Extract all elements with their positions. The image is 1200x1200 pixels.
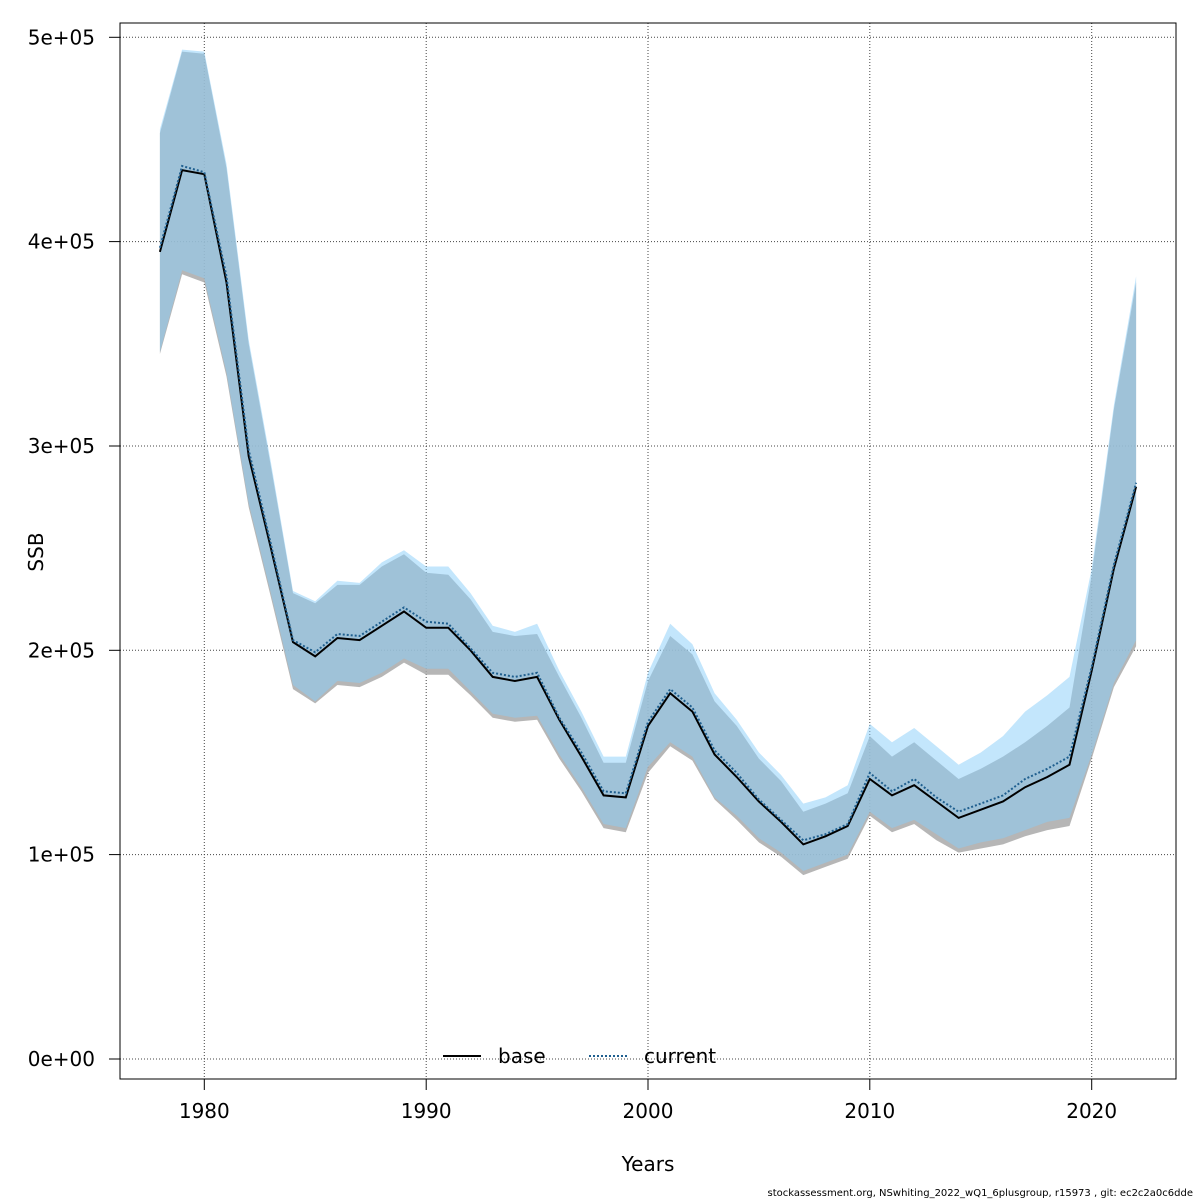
x-tick-label: 1980 [179,1099,230,1123]
x-axis-title: Years [621,1152,675,1176]
y-tick-label: 3e+05 [28,434,95,458]
axes: 1980 1990 2000 2010 2020 0e+00 1e+05 2e+05 3e+05… [28,25,1117,1123]
x-tick-label: 1990 [401,1099,452,1123]
y-tick-label: 4e+05 [28,230,95,254]
footer-text: stockassessment.org, NSwhiting_2022_wQ1_… [767,1188,1193,1199]
confidence-band-current [159,49,1137,872]
x-tick-label: 2000 [623,1099,674,1123]
y-axis-title: SSB [24,532,48,571]
y-tick-label: 5e+05 [28,25,95,49]
x-tick-label: 2020 [1066,1099,1117,1123]
y-tick-label: 2e+05 [28,638,95,662]
grid [120,23,1176,1079]
legend-label-base: base [498,1044,546,1068]
series-line-base [158,168,1138,846]
x-tick-label: 2010 [844,1099,895,1123]
y-tick-label: 0e+00 [28,1047,95,1071]
legend-label-current: current [644,1044,716,1068]
series-lines [158,164,1138,846]
confidence-bands [159,49,1137,876]
y-tick-label: 1e+05 [28,843,95,867]
legend: base current [443,1044,716,1068]
